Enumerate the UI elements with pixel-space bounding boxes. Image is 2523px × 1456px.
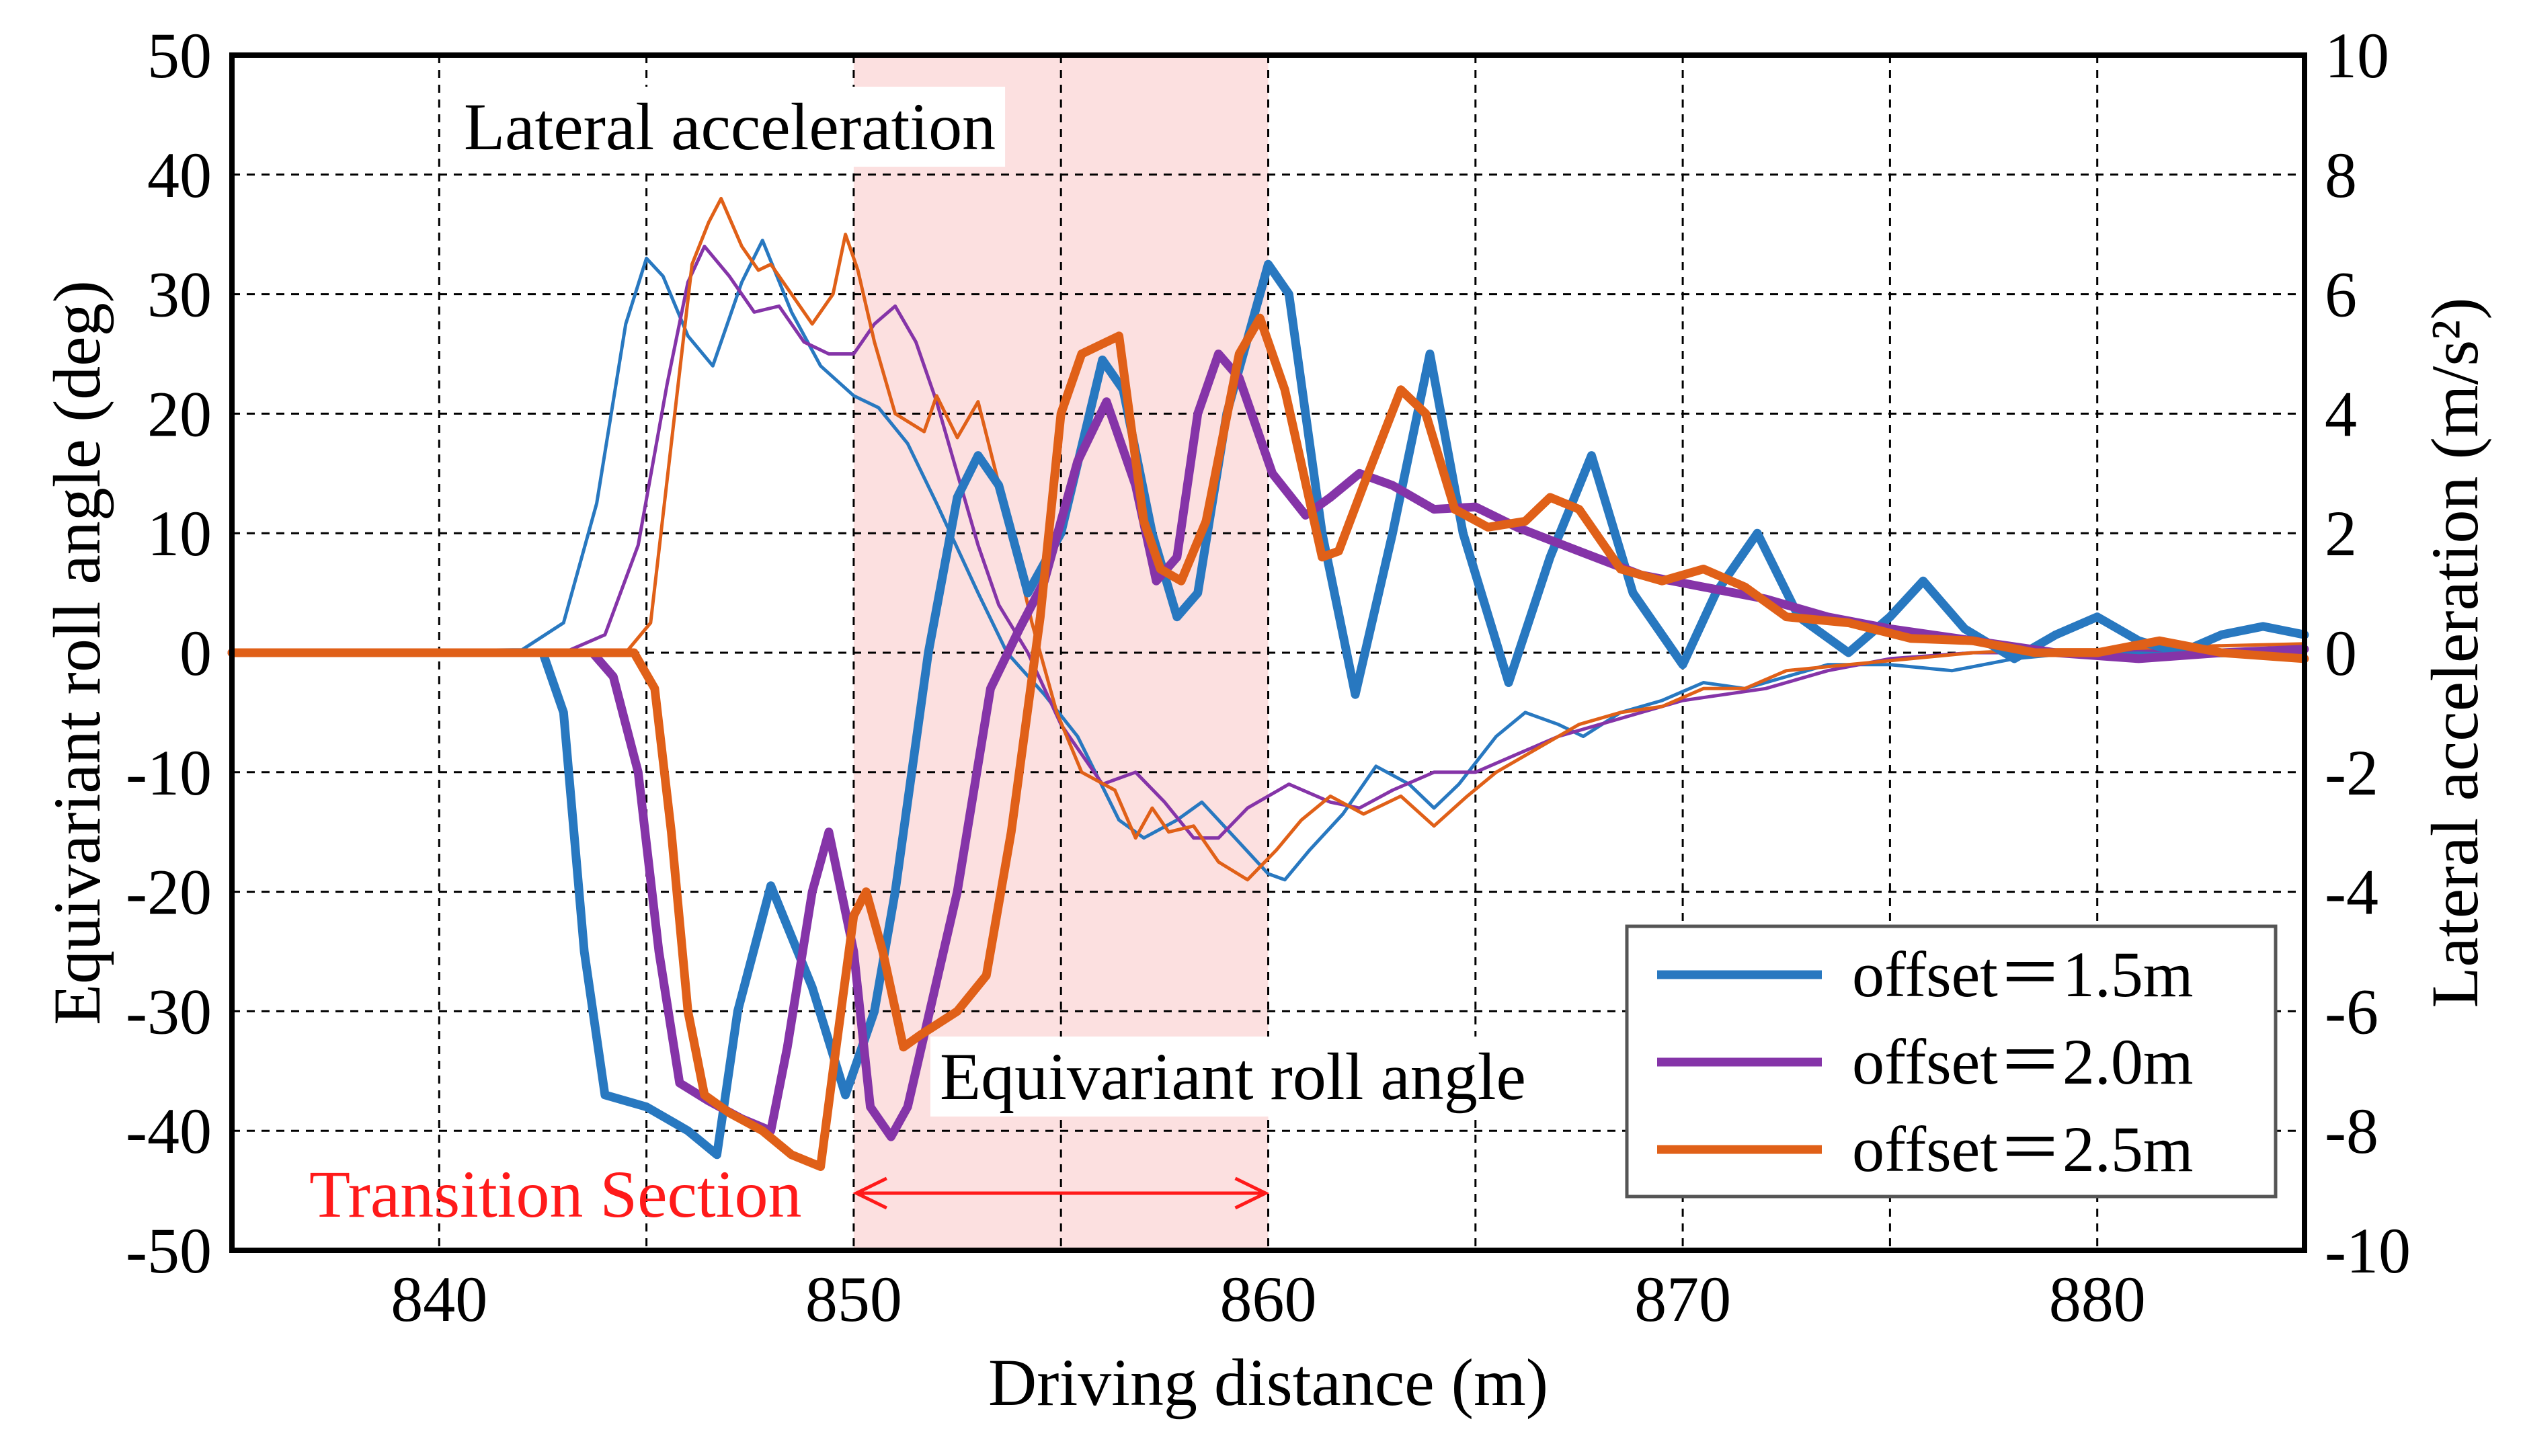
x-tick-label: 880 bbox=[2049, 1263, 2146, 1335]
roll-angle-label-bg bbox=[930, 1037, 1535, 1117]
left-y-tick-label: -20 bbox=[126, 856, 212, 928]
left-y-tick-label: 30 bbox=[147, 259, 212, 331]
left-y-tick-label: -10 bbox=[126, 737, 212, 809]
roll-angle-label: Equivariant roll angle bbox=[940, 1039, 1526, 1114]
right-y-tick-label: -2 bbox=[2325, 737, 2378, 809]
left-y-tick-label: 50 bbox=[147, 19, 212, 91]
left-y-tick-label: 20 bbox=[147, 378, 212, 450]
left-y-tick-label: 0 bbox=[179, 617, 212, 689]
right-y-tick-label: -6 bbox=[2325, 975, 2378, 1047]
right-y-tick-label: 10 bbox=[2325, 19, 2389, 91]
right-y-tick-label: -10 bbox=[2325, 1215, 2411, 1287]
left-y-tick-label: -30 bbox=[126, 975, 212, 1047]
lateral-acceleration-label: Lateral acceleration bbox=[464, 89, 996, 164]
arrow-head-right bbox=[1234, 1176, 1270, 1210]
series-lateral-accel-1 bbox=[230, 245, 2307, 840]
right-y-tick-label: 2 bbox=[2325, 497, 2357, 569]
left-y-axis-title: Equivariant roll angle (deg) bbox=[40, 280, 114, 1025]
right-y-tick-label: -4 bbox=[2325, 856, 2378, 928]
legend-label: offset＝1.5m bbox=[1852, 938, 2194, 1010]
legend: offset＝1.5m offset＝2.0m offset＝2.5m bbox=[1625, 924, 2278, 1199]
series-lateral-accel-0 bbox=[230, 239, 2307, 882]
x-tick-label: 860 bbox=[1220, 1263, 1317, 1335]
right-y-tick-label: 8 bbox=[2325, 139, 2357, 211]
arrow-head-left bbox=[852, 1176, 887, 1210]
left-y-tick-label: 40 bbox=[147, 139, 212, 211]
legend-label: offset＝2.5m bbox=[1852, 1113, 2194, 1185]
transition-section-arrow bbox=[852, 1176, 1270, 1210]
right-y-tick-label: 0 bbox=[2325, 617, 2357, 689]
lateral-acceleration-label-bg bbox=[454, 87, 1006, 167]
right-y-tick-label: -8 bbox=[2325, 1095, 2378, 1167]
legend-label: offset＝2.0m bbox=[1852, 1026, 2194, 1098]
transition-section-label: Transition Section bbox=[309, 1157, 801, 1231]
series-roll-angle-0 bbox=[227, 259, 2309, 1160]
right-y-tick-label: 4 bbox=[2325, 378, 2357, 450]
x-tick-label: 850 bbox=[805, 1263, 902, 1335]
right-y-tick-label: 6 bbox=[2325, 259, 2357, 331]
plot-frame bbox=[229, 52, 2307, 1253]
right-y-axis-title: Lateral acceleration (m/s²) bbox=[2417, 297, 2492, 1008]
left-y-tick-label: -50 bbox=[126, 1215, 212, 1287]
x-axis-title: Driving distance (m) bbox=[988, 1345, 1548, 1420]
left-y-tick-label: 10 bbox=[147, 497, 212, 569]
tick-labels: 840 850 860 870 880-50-40-30-20-100102030405… bbox=[126, 19, 2411, 1335]
series-roll-angle-2 bbox=[227, 313, 2309, 1171]
series-layer bbox=[227, 196, 2309, 1171]
x-tick-label: 870 bbox=[1634, 1263, 1731, 1335]
x-tick-label: 840 bbox=[391, 1263, 487, 1335]
left-y-tick-label: -40 bbox=[126, 1095, 212, 1167]
series-lateral-accel-2 bbox=[230, 196, 2307, 882]
